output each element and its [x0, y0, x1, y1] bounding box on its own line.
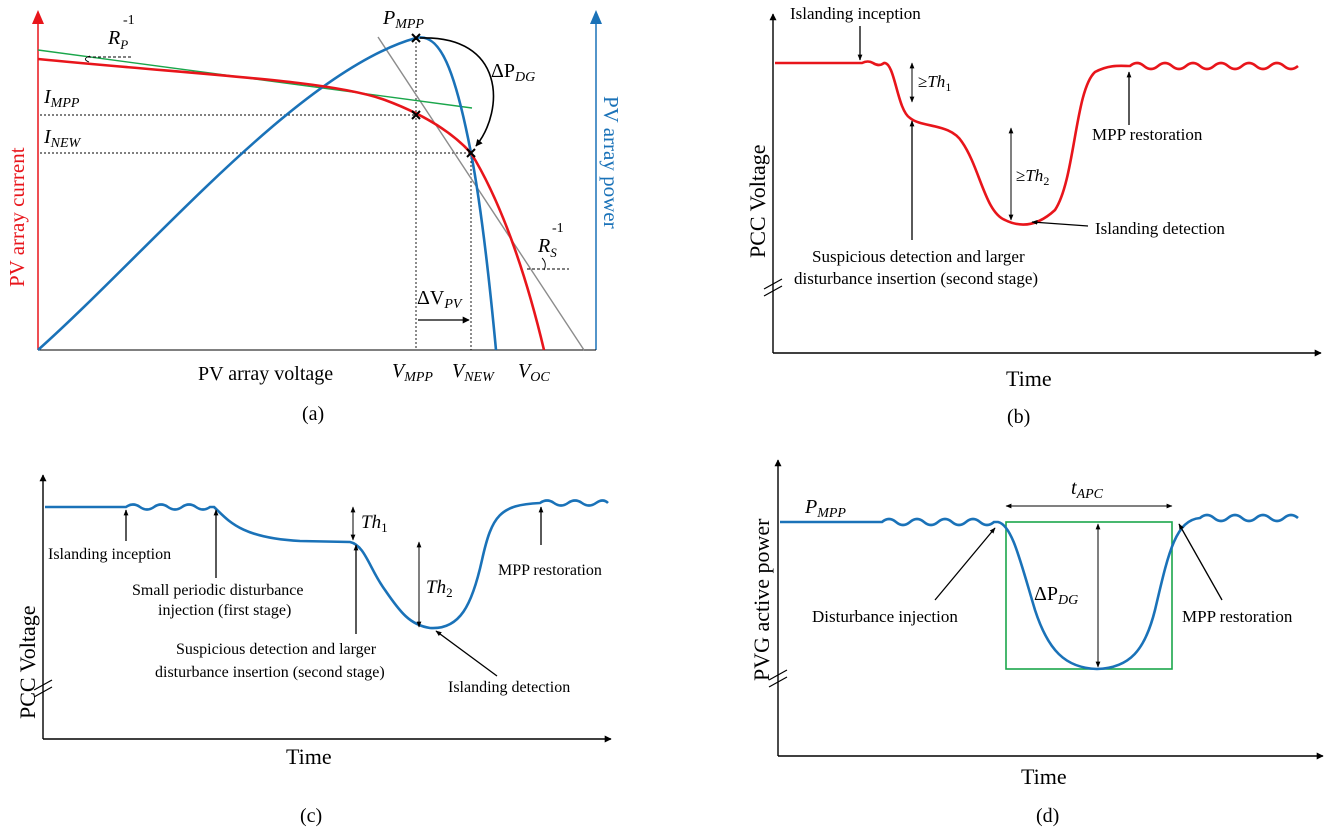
panel-a-right-axis-arrow	[590, 10, 602, 24]
panel-c-small-line2: injection (first stage)	[158, 602, 291, 619]
v-mpp-label: VMPP	[392, 360, 433, 385]
panel-b-suspicious-line1: Suspicious detection and larger	[812, 247, 1025, 266]
panel-c: Islanding inception Small periodic distu…	[15, 474, 612, 827]
y-left-label: PV array current	[5, 147, 29, 287]
panel-d-power-curve	[780, 513, 1299, 671]
v-oc-label: VOC	[518, 360, 550, 385]
rp-angle-arc	[84, 55, 91, 63]
panel-d-mpp-label: MPP restoration	[1182, 607, 1293, 626]
panel-c-voltage-curve	[45, 499, 609, 630]
v-new-label: VNEW	[452, 360, 495, 385]
panel-c-small-line1: Small periodic disturbance	[132, 582, 304, 599]
rp-sup-label: -1	[123, 13, 135, 28]
caption-b: (b)	[1007, 406, 1030, 428]
panel-b-mpp-label: MPP restoration	[1092, 125, 1203, 144]
panel-c-axis-break	[33, 679, 53, 698]
panel-d-p-mpp-label: PMPP	[804, 496, 846, 521]
panel-b-inception-label: Islanding inception	[790, 4, 921, 23]
rs-sup-label: -1	[552, 221, 564, 236]
panel-c-detection-arrow	[435, 630, 498, 677]
panel-d-axis-break	[768, 669, 788, 688]
panel-b-suspicious-line2: disturbance insertion (second stage)	[794, 269, 1038, 288]
panel-d-x-label: Time	[1021, 764, 1067, 789]
panel-b-axis-break	[763, 278, 783, 297]
panel-c-y-label: PCC Voltage	[15, 606, 40, 720]
i-mpp-label: IMPP	[43, 86, 80, 111]
panel-b-y-label: PCC Voltage	[745, 145, 770, 259]
panel-d-mpp-arrow	[1178, 523, 1223, 601]
i-new-label: INEW	[43, 126, 82, 151]
panel-a: PMPP ΔPDG IMPP INEW RP -1 RS -1 ΔVPV PV …	[5, 7, 623, 425]
panel-c-suspicious-line1: Suspicious detection and larger	[176, 641, 377, 658]
p-mpp-label: PMPP	[382, 7, 424, 32]
panel-d: PMPP tAPC ΔPDG Disturbance injection MPP…	[749, 459, 1324, 827]
panel-b-th2-label: ≥Th2	[1016, 166, 1049, 188]
panel-d-t-apc-label: tAPC	[1071, 477, 1104, 502]
tangent-rs-line	[377, 36, 585, 351]
mpp-current-marker	[411, 110, 421, 120]
panel-d-delta-p-label: ΔPDG	[1034, 583, 1078, 608]
panel-a-left-axis-arrow	[32, 10, 44, 24]
panel-d-disturbance-arrow	[934, 527, 996, 601]
power-curve	[37, 36, 498, 351]
panel-c-th2-label: Th2	[426, 577, 453, 600]
panel-d-y-label: PVG active power	[749, 518, 774, 681]
caption-d: (d)	[1036, 805, 1059, 827]
delta-v-pv-label: ΔVPV	[417, 287, 463, 312]
rs-label: RS	[537, 235, 557, 260]
caption-a: (a)	[302, 403, 324, 425]
panel-c-x-label: Time	[286, 744, 332, 769]
x-axis-label: PV array voltage	[198, 363, 333, 385]
rp-label: RP	[107, 27, 128, 52]
panel-c-suspicious-line2: disturbance insertion (second stage)	[155, 664, 385, 681]
panel-b-detection-arrow	[1031, 219, 1089, 227]
panel-b-x-label: Time	[1006, 366, 1052, 391]
panel-c-inception-label: Islanding inception	[48, 546, 171, 563]
panel-b-detection-label: Islanding detection	[1095, 219, 1225, 238]
delta-p-dg-arrow	[419, 37, 495, 147]
panel-c-mpp-label: MPP restoration	[498, 562, 602, 579]
caption-c: (c)	[300, 805, 322, 827]
current-curve	[37, 57, 546, 351]
mpp-power-marker	[411, 33, 421, 43]
panel-c-detection-label: Islanding detection	[448, 679, 570, 696]
new-point-marker	[466, 148, 476, 158]
panel-b: Islanding inception ≥Th1 ≥Th2 MPP restor…	[745, 4, 1322, 428]
y-right-label: PV array power	[599, 96, 623, 229]
panel-b-th1-label: ≥Th1	[918, 72, 951, 94]
panel-d-disturbance-label: Disturbance injection	[812, 607, 958, 626]
rs-angle-arc	[541, 257, 546, 271]
panel-b-voltage-curve	[775, 60, 1299, 226]
panel-c-th1-label: Th1	[361, 512, 388, 535]
delta-p-dg-label: ΔPDG	[491, 60, 535, 85]
